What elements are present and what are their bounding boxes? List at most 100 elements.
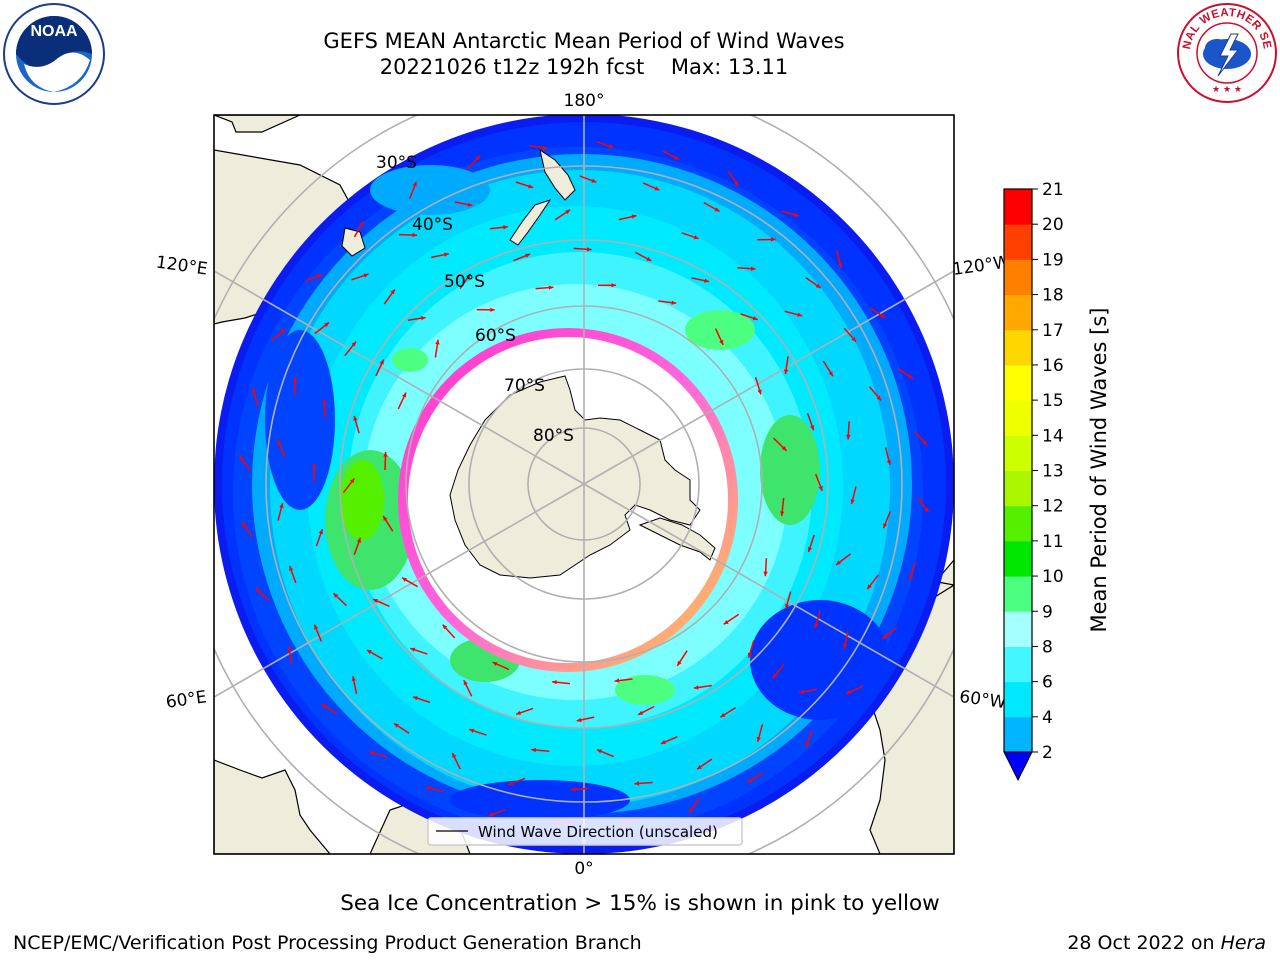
wave-arrow-head bbox=[289, 566, 294, 571]
wave-arrow-head bbox=[277, 439, 282, 445]
wave-arrow-head bbox=[565, 209, 571, 215]
date-text: 28 Oct 2022 on Hera bbox=[1067, 932, 1266, 954]
lon-label-120e: 120°E bbox=[155, 253, 209, 280]
wave-arrow-head bbox=[379, 359, 384, 365]
wave-arrow-head bbox=[356, 537, 361, 543]
wave-arrow-head bbox=[586, 247, 592, 252]
wave-arrow-head bbox=[435, 339, 440, 345]
wave-arrow-head bbox=[799, 689, 804, 694]
wave-arrow-head bbox=[689, 808, 694, 813]
colorbar: 2 4 6 8 9 10 11 12 13 14 15 16 17 18 19 20 21 Mean Perio… bbox=[1003, 180, 1111, 782]
colorbar-segment bbox=[1004, 189, 1032, 225]
wave-arrow-head bbox=[780, 511, 785, 516]
wave-arrow-head bbox=[369, 751, 375, 756]
wave-arrow-head bbox=[828, 371, 833, 377]
wave-arrow-head bbox=[770, 237, 776, 242]
wave-arrow-head bbox=[909, 574, 914, 580]
noaa-logo-icon: NOAA bbox=[3, 3, 105, 105]
colorbar-extend-arrow bbox=[1003, 751, 1033, 782]
wave-arrow-head bbox=[660, 740, 666, 744]
wave-arrow-head bbox=[255, 588, 261, 593]
lon-label-60w: 60°W bbox=[958, 687, 1007, 713]
colorbar-tick-label: 21 bbox=[1042, 180, 1064, 200]
wave-arrow-head bbox=[390, 289, 395, 295]
wave-arrow-head bbox=[312, 463, 317, 469]
wave-arrow-head bbox=[287, 646, 292, 651]
land-africa bbox=[214, 759, 331, 854]
colorbar-segment bbox=[1004, 224, 1032, 260]
wave-arrow-head bbox=[333, 593, 339, 598]
wave-arrow-head bbox=[492, 662, 498, 666]
lat-label-80s: 80°S bbox=[533, 426, 574, 446]
lon-label-180: 180° bbox=[564, 91, 605, 111]
lon-label-0: 0° bbox=[574, 859, 593, 879]
colorbar-tick-label: 11 bbox=[1042, 532, 1064, 552]
wave-arrow-head bbox=[463, 680, 468, 686]
wave-arrow-head bbox=[807, 547, 812, 552]
wave-arrow-head bbox=[383, 515, 388, 521]
wave-arrow-head bbox=[394, 723, 399, 728]
date-label: 28 Oct 2022 on bbox=[1067, 932, 1215, 954]
land-antarctica bbox=[449, 375, 701, 579]
polar-disk bbox=[214, 115, 954, 854]
wave-arrow-head bbox=[444, 252, 449, 257]
wave-arrow-head bbox=[516, 710, 521, 715]
colorbar-tick-label: 17 bbox=[1042, 321, 1064, 341]
wave-arrow-head bbox=[697, 765, 702, 770]
sea-ice-note: Sea Ice Concentration > 15% is shown in … bbox=[340, 891, 940, 916]
wave-arrow-head bbox=[638, 710, 644, 715]
wave-arrow-head bbox=[359, 221, 364, 227]
land-new-zealand-north bbox=[539, 148, 576, 201]
wave-arrow-head bbox=[922, 440, 927, 446]
wave-arrow-head bbox=[654, 186, 660, 191]
wave-arrow-head bbox=[383, 452, 388, 457]
wave-arrow-head bbox=[531, 747, 536, 753]
lat-label-30s: 30°S bbox=[376, 153, 417, 173]
wave-arrow-head bbox=[528, 184, 534, 189]
wave-arrow-head bbox=[843, 643, 848, 649]
wave-arrow-head bbox=[373, 599, 378, 603]
wave-arrow-head bbox=[752, 316, 758, 321]
legend-label: Wind Wave Direction (unscaled) bbox=[478, 823, 718, 841]
colorbar-tick-label: 10 bbox=[1042, 567, 1064, 587]
wave-arrow-head bbox=[317, 274, 322, 279]
wave-arrow-head bbox=[882, 634, 888, 639]
map-frame bbox=[213, 114, 955, 855]
colorbar-segment bbox=[1004, 400, 1032, 436]
wave-arrow-head bbox=[576, 717, 582, 723]
graticule bbox=[214, 115, 954, 854]
wave-arrow-head bbox=[608, 144, 614, 149]
wave-arrow-head bbox=[252, 388, 257, 394]
colorbar-segment bbox=[1004, 259, 1032, 296]
wave-arrow-head bbox=[757, 389, 762, 395]
wave-arrow-head bbox=[542, 145, 548, 150]
wave-arrow-head bbox=[784, 369, 789, 375]
wave-arrow-head bbox=[851, 337, 856, 342]
wave-arrow-head bbox=[747, 778, 753, 783]
wave-arrow-head bbox=[673, 155, 679, 160]
colorbar-tick-label: 16 bbox=[1042, 356, 1064, 376]
colorbar-segment bbox=[1004, 435, 1032, 471]
latitude-labels: 30°S 40°S 50°S 60°S 70°S 80°S bbox=[376, 153, 574, 446]
wave-arrow-head bbox=[490, 307, 495, 312]
wave-arrow-head bbox=[475, 155, 480, 161]
wave-arrow-head bbox=[763, 571, 768, 577]
wave-arrow-head bbox=[280, 328, 286, 334]
colorbar-tick-label: 18 bbox=[1042, 286, 1064, 306]
wave-arrow-head bbox=[837, 262, 843, 268]
wave-arrow-head bbox=[810, 425, 815, 431]
colorbar-segment bbox=[1004, 716, 1032, 753]
wave-arrow-head bbox=[646, 256, 652, 261]
wave-arrow-head bbox=[693, 685, 699, 690]
colorbar-segment bbox=[1004, 681, 1032, 718]
wave-arrow-head bbox=[924, 507, 929, 513]
wave-arrow-head bbox=[693, 235, 699, 240]
wave-arrow-head bbox=[880, 313, 886, 318]
land-new-zealand-south bbox=[509, 199, 552, 246]
colorbar-segment bbox=[1004, 364, 1032, 401]
wave-arrow-head bbox=[793, 212, 799, 217]
wave-arrow-head bbox=[734, 181, 739, 186]
colorbar-segment bbox=[1004, 646, 1032, 683]
meridian-120e bbox=[214, 270, 585, 485]
wave-arrow-head bbox=[293, 377, 298, 382]
